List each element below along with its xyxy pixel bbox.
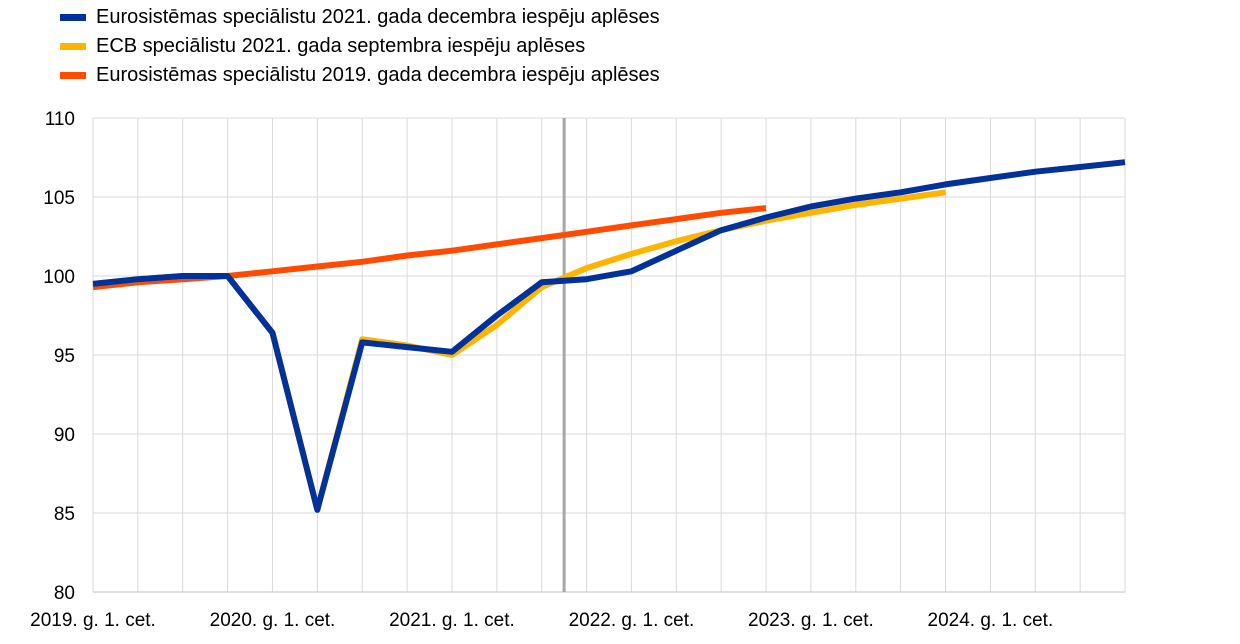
x-tick-label: 2024. g. 1. cet. bbox=[928, 610, 1054, 631]
legend-label: ECB speciālistu 2021. gada septembra ies… bbox=[96, 35, 586, 57]
series-line-0 bbox=[92, 159, 1126, 513]
y-tick-label: 110 bbox=[45, 109, 75, 130]
legend-swatch bbox=[60, 43, 86, 50]
legend-swatch bbox=[60, 72, 86, 79]
legend-swatch bbox=[60, 14, 86, 21]
x-tick-label: 2022. g. 1. cet. bbox=[569, 610, 695, 631]
y-tick-label: 95 bbox=[54, 346, 75, 367]
y-tick-label: 85 bbox=[54, 504, 75, 525]
legend-label: Eurosistēmas speciālistu 2019. gada dece… bbox=[96, 64, 660, 86]
y-tick-label: 100 bbox=[43, 267, 75, 288]
legend-label: Eurosistēmas speciālistu 2021. gada dece… bbox=[96, 6, 660, 28]
legend-item-dec-2021: Eurosistēmas speciālistu 2021. gada dece… bbox=[60, 3, 660, 32]
y-tick-label: 105 bbox=[43, 188, 75, 209]
legend-item-sep-2021: ECB speciālistu 2021. gada septembra ies… bbox=[60, 32, 660, 61]
chart-legend: Eurosistēmas speciālistu 2021. gada dece… bbox=[60, 3, 660, 90]
x-tick-label: 2019. g. 1. cet. bbox=[30, 610, 156, 631]
x-tick-label: 2020. g. 1. cet. bbox=[210, 610, 336, 631]
x-tick-label: 2023. g. 1. cet. bbox=[748, 610, 874, 631]
x-tick-label: 2021. g. 1. cet. bbox=[389, 610, 515, 631]
y-tick-label: 90 bbox=[54, 425, 75, 446]
legend-item-dec-2019: Eurosistēmas speciālistu 2019. gada dece… bbox=[60, 61, 660, 90]
y-tick-label: 80 bbox=[54, 583, 75, 604]
